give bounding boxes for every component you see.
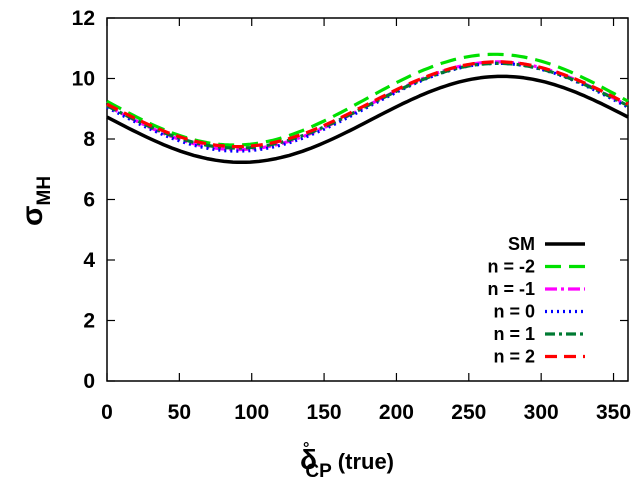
x-axis-superscript: °: [303, 440, 309, 457]
x-axis-symbol: δ: [300, 444, 317, 475]
x-tick-label: 350: [596, 401, 631, 424]
y-tick-label: 6: [83, 189, 95, 212]
y-axis-subscript: MH: [34, 176, 55, 206]
legend-label: n = -1: [487, 279, 535, 299]
legend-label: n = 1: [493, 324, 535, 344]
x-tick-label: 0: [101, 401, 113, 424]
y-axis-symbol: σ: [16, 205, 49, 226]
y-tick-label: 10: [72, 68, 95, 91]
x-axis-title: δ° CP (true): [300, 440, 394, 480]
legend-label: SM: [508, 234, 535, 254]
series-line-1: [106, 52, 629, 147]
legend-label: n = 0: [493, 302, 535, 322]
y-tick-label: 12: [72, 7, 95, 30]
x-axis-subscript: CP: [305, 461, 332, 480]
legend-label: n = -2: [487, 257, 535, 277]
series-line-0: [106, 74, 629, 165]
y-tick-label: 2: [83, 310, 95, 333]
x-tick-label: 50: [168, 401, 191, 424]
y-tick-label: 4: [83, 249, 95, 272]
y-axis-title: σMH: [16, 176, 55, 226]
legend-label: n = 2: [493, 347, 535, 367]
series-line-5: [106, 60, 629, 149]
x-tick-label: 200: [379, 401, 414, 424]
x-tick-label: 300: [524, 401, 559, 424]
x-axis-suffix: (true): [338, 449, 394, 474]
x-tick-label: 150: [307, 401, 342, 424]
x-tick-label: 250: [451, 401, 486, 424]
y-tick-label: 0: [83, 370, 95, 393]
x-tick-label: 100: [234, 401, 269, 424]
y-tick-label: 8: [83, 128, 95, 151]
